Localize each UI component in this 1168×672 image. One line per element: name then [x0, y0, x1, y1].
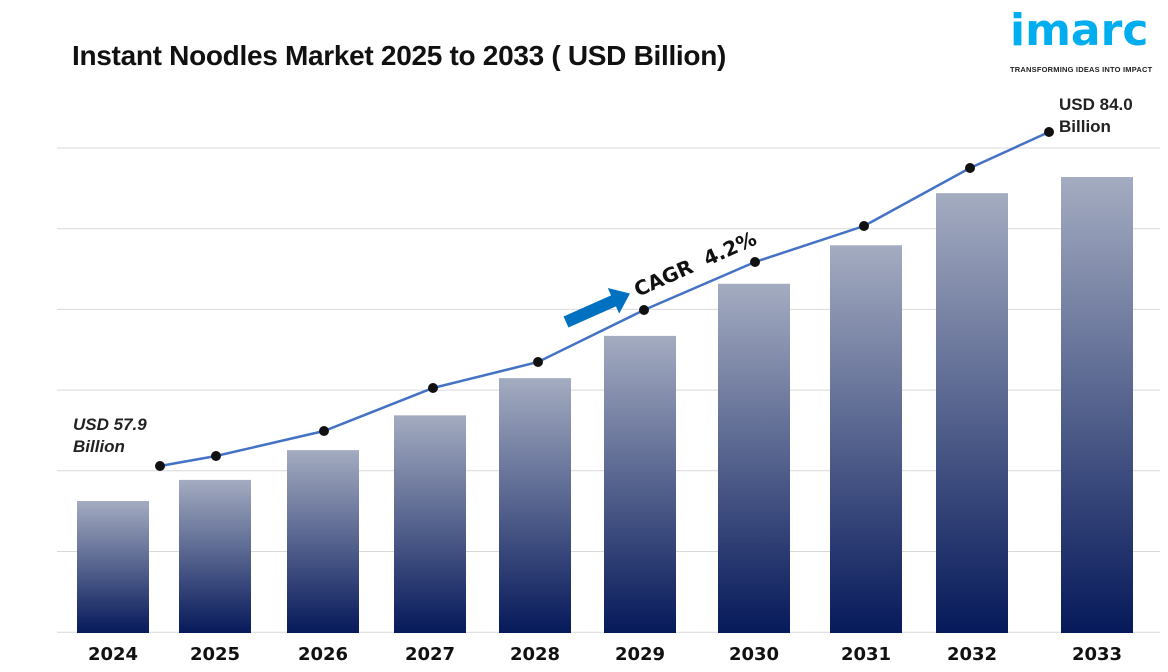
line-marker-2029	[639, 305, 649, 315]
line-marker-2033	[1044, 127, 1054, 137]
x-tick-label: 2031	[841, 644, 891, 665]
line-marker-2031	[859, 221, 869, 231]
x-tick-label: 2033	[1072, 644, 1122, 665]
bar-2025	[179, 479, 251, 633]
bar-2026	[287, 450, 359, 633]
x-tick-label: 2024	[88, 644, 138, 665]
x-tick-label: 2030	[729, 644, 779, 665]
bar-2032	[936, 193, 1008, 633]
x-tick-label: 2028	[510, 644, 560, 665]
line-marker-2028	[533, 357, 543, 367]
x-tick-label: 2029	[615, 644, 665, 665]
bar-2024	[77, 501, 149, 633]
x-tick-label: 2027	[405, 644, 455, 665]
bar-2030	[718, 283, 790, 633]
line-marker-2024	[155, 461, 165, 471]
x-tick-label: 2025	[190, 644, 240, 665]
bar-2029	[604, 335, 676, 633]
cagr-arrow	[563, 288, 630, 328]
start-value-line1: USD 57.9	[73, 415, 147, 434]
logo-wordmark: imarc	[1010, 5, 1149, 56]
line-marker-2026	[319, 426, 329, 436]
end-value-annotation: USD 84.0 Billion	[1059, 94, 1133, 138]
x-tick-label: 2032	[947, 644, 997, 665]
start-value-annotation: USD 57.9 Billion	[73, 414, 147, 458]
line-marker-2027	[428, 383, 438, 393]
line-marker-2025	[211, 451, 221, 461]
line-marker-2032	[965, 163, 975, 173]
bar-2031	[830, 245, 902, 633]
end-value-line1: USD 84.0	[1059, 95, 1133, 114]
x-tick-label: 2026	[298, 644, 348, 665]
line-marker-2030	[750, 257, 760, 267]
imarc-logo: imarc TRANSFORMING IDEAS INTO IMPACT	[1010, 2, 1166, 75]
trend-line	[159, 130, 1050, 468]
bar-2033	[1061, 177, 1133, 633]
chart-title: Instant Noodles Market 2025 to 2033 ( US…	[72, 40, 727, 71]
bar-2028	[499, 378, 571, 633]
start-value-line2: Billion	[73, 437, 125, 456]
end-value-line2: Billion	[1059, 117, 1111, 136]
bar-2027	[394, 415, 466, 633]
logo-tagline: TRANSFORMING IDEAS INTO IMPACT	[1010, 65, 1153, 74]
